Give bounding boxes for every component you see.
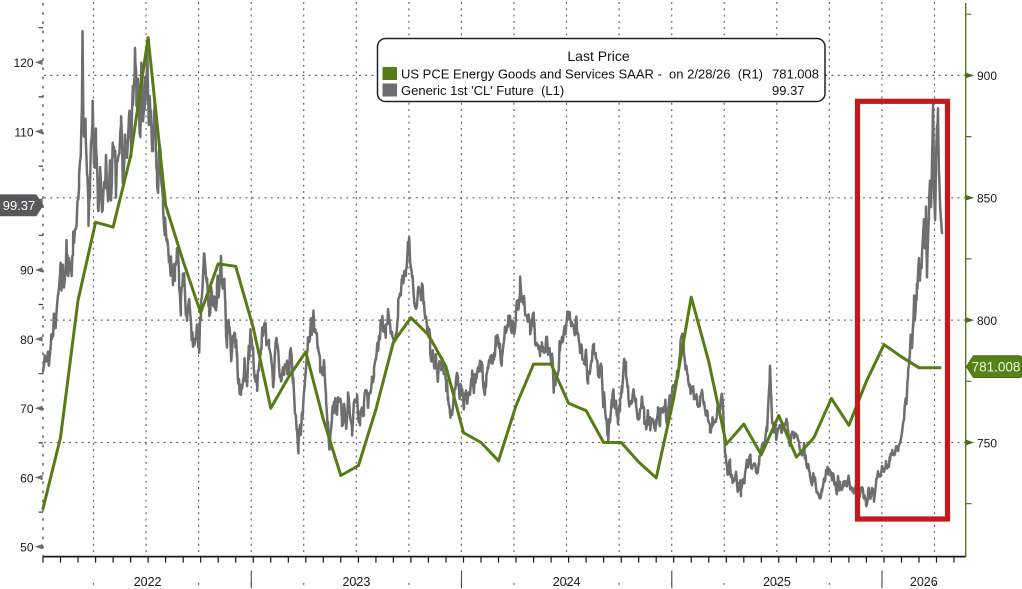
- svg-text:120: 120: [13, 56, 33, 70]
- svg-text:781.008: 781.008: [972, 360, 1021, 375]
- svg-text:900: 900: [977, 69, 997, 83]
- svg-text:2024: 2024: [553, 575, 581, 589]
- svg-text:60: 60: [20, 471, 34, 485]
- svg-text:Generic 1st 'CL' Future (L1): Generic 1st 'CL' Future (L1): [401, 83, 564, 98]
- svg-text:850: 850: [977, 192, 997, 206]
- svg-text:800: 800: [977, 314, 997, 328]
- svg-text:50: 50: [20, 541, 34, 555]
- svg-text:80: 80: [20, 333, 34, 347]
- svg-text:2022: 2022: [134, 575, 162, 589]
- svg-text:781.008: 781.008: [772, 66, 819, 81]
- svg-text:750: 750: [977, 436, 997, 450]
- svg-text:99.37: 99.37: [772, 83, 805, 98]
- svg-text:2025: 2025: [763, 575, 791, 589]
- svg-text:99.37: 99.37: [3, 198, 36, 213]
- svg-text:Last Price: Last Price: [567, 48, 629, 64]
- svg-text:2023: 2023: [342, 575, 370, 589]
- svg-text:70: 70: [20, 402, 34, 416]
- svg-text:90: 90: [20, 264, 34, 278]
- svg-text:US PCE Energy Goods and Servic: US PCE Energy Goods and Services SAAR - …: [401, 66, 763, 81]
- svg-text:2026: 2026: [910, 575, 938, 589]
- svg-text:110: 110: [14, 125, 33, 139]
